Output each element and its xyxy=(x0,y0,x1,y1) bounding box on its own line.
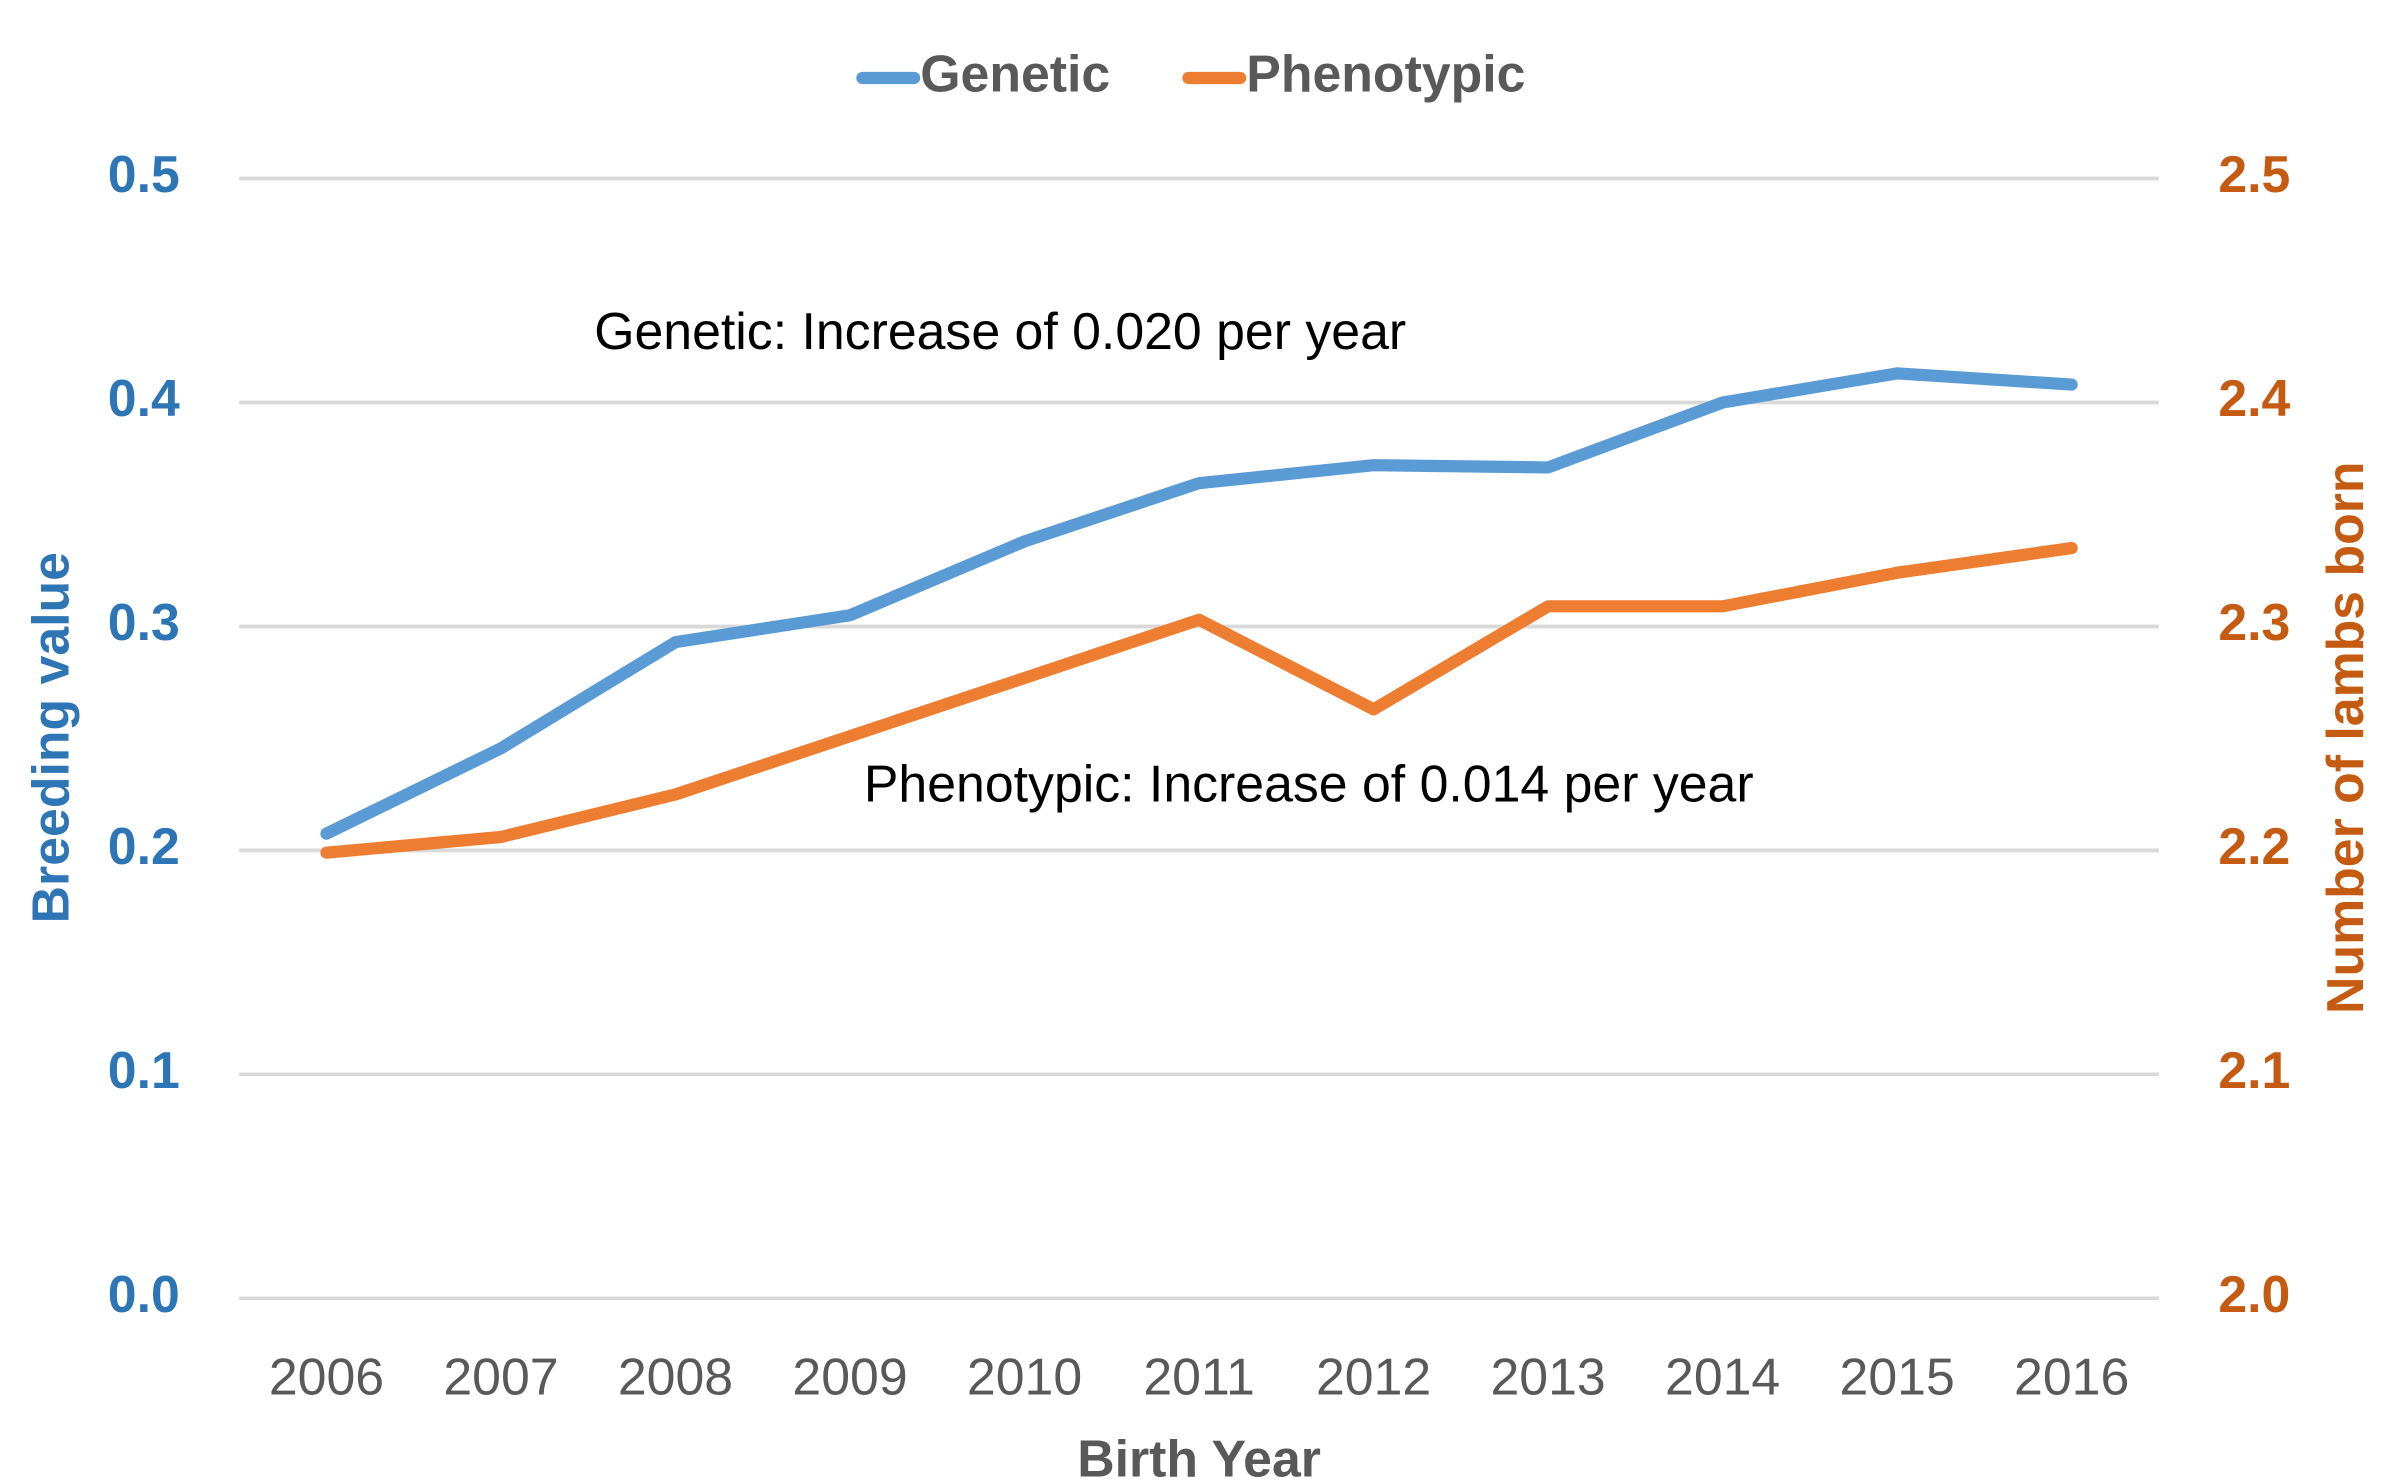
y-axis-label: Breeding value xyxy=(22,552,80,923)
y2-tick-label: 2.4 xyxy=(2218,369,2290,427)
y-tick-label: 0.5 xyxy=(108,145,180,203)
y2-tick-label: 2.3 xyxy=(2218,593,2290,651)
x-tick-label: 2008 xyxy=(618,1347,733,1405)
x-tick-label: 2014 xyxy=(1665,1347,1780,1405)
x-tick-label: 2015 xyxy=(1840,1347,1955,1405)
x-tick-label: 2006 xyxy=(269,1347,384,1405)
y2-tick-label: 2.1 xyxy=(2218,1041,2290,1099)
x-tick-label: 2010 xyxy=(967,1347,1082,1405)
x-tick-label: 2009 xyxy=(792,1347,907,1405)
y2-tick-label: 2.0 xyxy=(2218,1265,2290,1323)
y-tick-label: 0.0 xyxy=(108,1265,180,1323)
y2-tick-label: 2.5 xyxy=(2218,145,2290,203)
x-tick-label: 2011 xyxy=(1143,1347,1254,1405)
x-tick-label: 2012 xyxy=(1316,1347,1431,1405)
line-series xyxy=(320,541,2078,859)
y-tick-label: 0.4 xyxy=(108,369,180,427)
y-tick-label: 0.3 xyxy=(108,593,180,651)
annotation: Phenotypic: Increase of 0.014 per year xyxy=(864,755,1754,813)
y-tick-label: 0.1 xyxy=(108,1041,180,1099)
x-tick-label: 2013 xyxy=(1490,1347,1605,1405)
x-tick-label: 2016 xyxy=(2014,1347,2129,1405)
y2-tick-label: 2.2 xyxy=(2218,817,2290,875)
x-axis-label: Birth Year xyxy=(1077,1430,1321,1483)
y2-axis-label: Number of lambs born xyxy=(2316,461,2374,1014)
legend-label: Phenotypic xyxy=(1246,45,1525,103)
legend-label: Genetic xyxy=(920,45,1110,103)
line-series xyxy=(320,367,2078,840)
y-tick-label: 0.2 xyxy=(108,817,180,875)
x-tick-label: 2007 xyxy=(443,1347,558,1405)
annotation: Genetic: Increase of 0.020 per year xyxy=(594,302,1406,360)
